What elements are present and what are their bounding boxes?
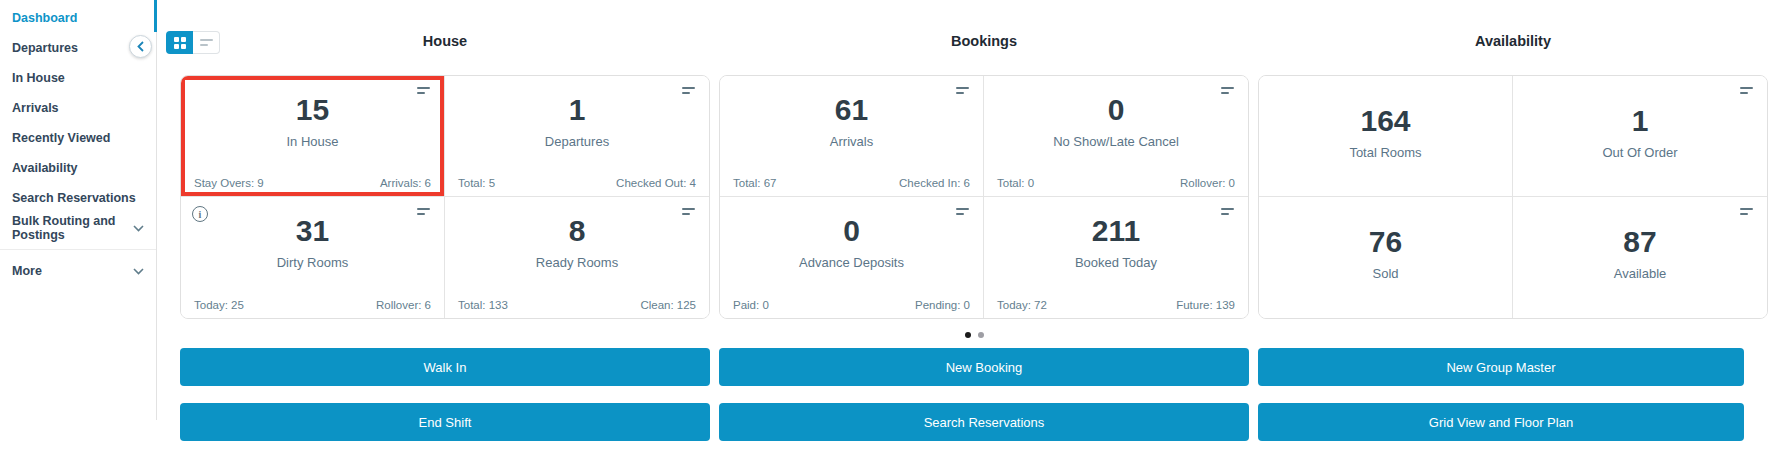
card-dirty-rooms[interactable]: i 31 Dirty Rooms Today: 25 Rollover: 6 — [181, 197, 445, 318]
bookings-panel: 61 Arrivals Total: 67 Checked In: 6 0 No… — [719, 75, 1249, 319]
stat-footer-right: Pending: 0 — [915, 299, 970, 311]
sidebar: Dashboard Departures In House Arrivals R… — [0, 0, 157, 420]
sidebar-item-recently-viewed[interactable]: Recently Viewed — [0, 123, 156, 153]
stat-value: 87 — [1513, 225, 1767, 259]
stat-footer-right: Arrivals: 6 — [380, 177, 431, 189]
stat-label: Available — [1513, 266, 1767, 281]
list-icon — [200, 39, 213, 46]
house-panel: 15 In House Stay Overs: 9 Arrivals: 6 1 … — [180, 75, 710, 319]
sidebar-item-search-reservations[interactable]: Search Reservations — [0, 183, 156, 213]
card-available[interactable]: 87 Available — [1513, 197, 1767, 318]
stat-value: 1 — [445, 93, 709, 127]
card-no-show-late-cancel[interactable]: 0 No Show/Late Cancel Total: 0 Rollover:… — [984, 76, 1248, 197]
stat-footer-left: Today: 72 — [997, 299, 1047, 311]
walk-in-button[interactable]: Walk In — [180, 348, 710, 386]
stat-footer-left: Total: 67 — [733, 177, 776, 189]
pagination-dot[interactable] — [978, 332, 984, 338]
card-departures[interactable]: 1 Departures Total: 5 Checked Out: 4 — [445, 76, 709, 197]
grid-icon — [174, 37, 186, 49]
chevron-left-icon — [137, 38, 144, 56]
stat-footer-left: Paid: 0 — [733, 299, 769, 311]
stat-footer-right: Future: 139 — [1176, 299, 1235, 311]
grid-view-button[interactable] — [166, 31, 193, 54]
stat-value: 0 — [720, 214, 983, 248]
stat-value: 1 — [1513, 104, 1767, 138]
card-ready-rooms[interactable]: 8 Ready Rooms Total: 133 Clean: 125 — [445, 197, 709, 318]
stat-label: Total Rooms — [1259, 145, 1512, 160]
card-sold[interactable]: 76 Sold — [1259, 197, 1513, 318]
column-title-availability: Availability — [1258, 33, 1768, 57]
stat-footer-left: Total: 5 — [458, 177, 495, 189]
stat-footer-left: Stay Overs: 9 — [194, 177, 264, 189]
sidebar-item-arrivals[interactable]: Arrivals — [0, 93, 156, 123]
card-total-rooms[interactable]: 164 Total Rooms — [1259, 76, 1513, 197]
sidebar-item-availability[interactable]: Availability — [0, 153, 156, 183]
pagination-dot-active[interactable] — [965, 332, 971, 338]
view-toggle — [166, 31, 220, 54]
card-out-of-order[interactable]: 1 Out Of Order — [1513, 76, 1767, 197]
chevron-down-icon — [133, 268, 144, 275]
stat-label: No Show/Late Cancel — [984, 134, 1248, 149]
search-reservations-button[interactable]: Search Reservations — [719, 403, 1249, 441]
stat-value: 15 — [181, 93, 444, 127]
sidebar-item-label: Recently Viewed — [12, 131, 110, 145]
sidebar-item-more[interactable]: More — [0, 256, 156, 286]
new-booking-button[interactable]: New Booking — [719, 348, 1249, 386]
new-group-master-button[interactable]: New Group Master — [1258, 348, 1744, 386]
stat-value: 31 — [181, 214, 444, 248]
card-booked-today[interactable]: 211 Booked Today Today: 72 Future: 139 — [984, 197, 1248, 318]
stat-value: 0 — [984, 93, 1248, 127]
stat-footer-left: Total: 0 — [997, 177, 1034, 189]
stat-footer-right: Checked Out: 4 — [616, 177, 696, 189]
sidebar-item-label: Search Reservations — [12, 191, 136, 205]
sidebar-item-label: Bulk Routing and Postings — [12, 214, 133, 242]
stat-value: 76 — [1259, 225, 1512, 259]
stat-label: Arrivals — [720, 134, 983, 149]
availability-panel: 164 Total Rooms 1 Out Of Order 76 Sold — [1258, 75, 1768, 319]
dashboard-content: House Bookings Availability 15 In House … — [180, 33, 1768, 441]
sidebar-item-label: More — [12, 264, 42, 278]
active-item-indicator — [154, 0, 157, 32]
stat-label: Booked Today — [984, 255, 1248, 270]
stat-label: Ready Rooms — [445, 255, 709, 270]
sidebar-item-bulk-routing-and-postings[interactable]: Bulk Routing and Postings — [0, 213, 156, 243]
sidebar-collapse-button[interactable] — [129, 35, 152, 58]
stat-value: 61 — [720, 93, 983, 127]
sidebar-item-label: Availability — [12, 161, 78, 175]
sidebar-item-dashboard[interactable]: Dashboard — [0, 3, 156, 33]
stat-value: 211 — [984, 214, 1248, 248]
stat-footer-right: Rollover: 0 — [1180, 177, 1235, 189]
card-menu-icon[interactable] — [1740, 87, 1754, 94]
stat-label: Dirty Rooms — [181, 255, 444, 270]
stat-footer-right: Checked In: 6 — [899, 177, 970, 189]
stat-value: 8 — [445, 214, 709, 248]
card-menu-icon[interactable] — [1740, 208, 1754, 215]
sidebar-item-label: Arrivals — [12, 101, 59, 115]
column-title-house: House — [180, 33, 710, 57]
stat-footer-left: Total: 133 — [458, 299, 508, 311]
card-in-house[interactable]: 15 In House Stay Overs: 9 Arrivals: 6 — [181, 76, 445, 197]
stat-label: Advance Deposits — [720, 255, 983, 270]
stat-value: 164 — [1259, 104, 1512, 138]
carousel-pagination — [180, 332, 1768, 338]
sidebar-item-in-house[interactable]: In House — [0, 63, 156, 93]
card-arrivals[interactable]: 61 Arrivals Total: 67 Checked In: 6 — [720, 76, 984, 197]
stat-footer-left: Today: 25 — [194, 299, 244, 311]
card-advance-deposits[interactable]: 0 Advance Deposits Paid: 0 Pending: 0 — [720, 197, 984, 318]
stat-footer-right: Rollover: 6 — [376, 299, 431, 311]
sidebar-item-label: Dashboard — [12, 11, 77, 25]
stat-label: Out Of Order — [1513, 145, 1767, 160]
sidebar-divider — [0, 249, 156, 250]
stat-label: Departures — [445, 134, 709, 149]
column-title-bookings: Bookings — [719, 33, 1249, 57]
stat-label: Sold — [1259, 266, 1512, 281]
sidebar-item-label: Departures — [12, 41, 78, 55]
end-shift-button[interactable]: End Shift — [180, 403, 710, 441]
list-view-button[interactable] — [193, 31, 220, 54]
stat-label: In House — [181, 134, 444, 149]
grid-view-floor-plan-button[interactable]: Grid View and Floor Plan — [1258, 403, 1744, 441]
sidebar-item-label: In House — [12, 71, 65, 85]
stat-footer-right: Clean: 125 — [640, 299, 696, 311]
chevron-down-icon — [133, 225, 144, 232]
